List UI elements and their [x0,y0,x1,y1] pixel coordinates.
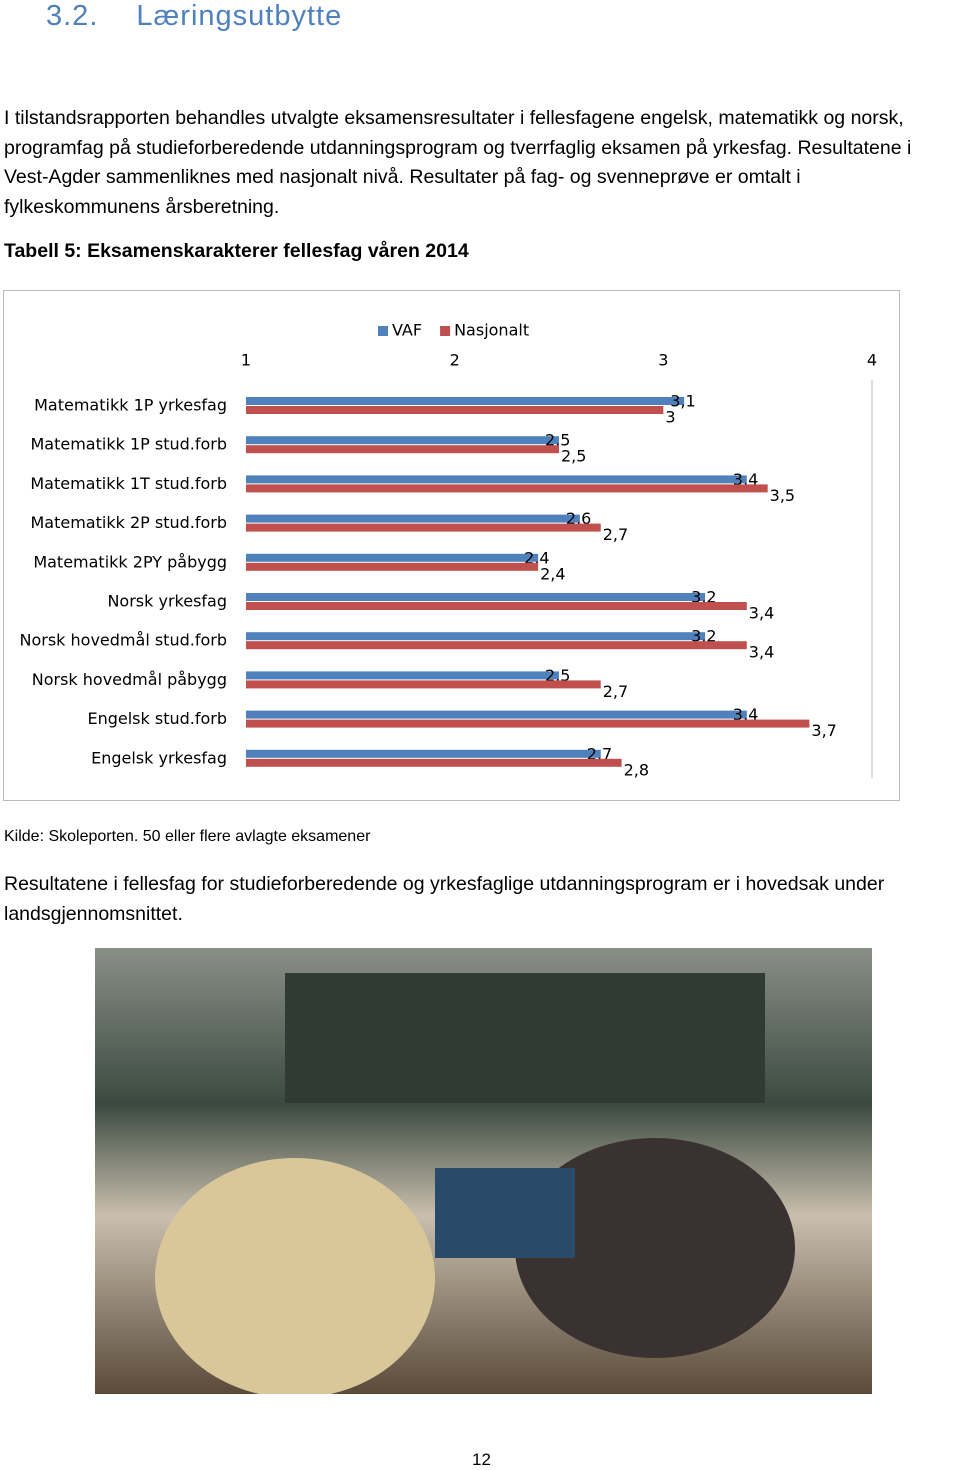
value-label: 2,4 [540,564,565,583]
bar [246,553,539,562]
bar [246,397,685,405]
legend-swatch [378,326,388,336]
legend-label: VAF [392,321,422,340]
value-label: 3,4 [733,705,758,724]
value-label: 3,2 [691,627,716,646]
x-tick-label: 1 [241,351,251,370]
bar [246,719,810,728]
value-label: 2,5 [561,447,586,466]
value-label: 2,4 [524,548,549,567]
bar [246,749,601,758]
section-number: 3.2. [46,0,99,32]
intro-text: I tilstandsrapporten behandles utvalgte … [4,107,912,218]
bar [246,523,601,532]
value-label: 2,7 [603,525,628,544]
bar [246,593,706,601]
x-tick-label: 3 [658,351,668,370]
bar [246,445,559,454]
conclusion: Resultatene i fellesfag for studieforber… [4,873,885,925]
table-caption: Tabell 5: Eksamenskarakterer fellesfag v… [4,240,469,262]
bar [246,406,664,414]
category-label: Engelsk stud.forb [87,709,227,728]
bar [246,484,768,493]
bar [246,514,580,523]
value-label: 3,4 [749,643,774,662]
bar [246,671,559,680]
bar [246,436,559,445]
bar [246,680,601,689]
value-label: 3,5 [770,486,795,505]
value-label: 3,7 [811,721,836,740]
category-label: Matematikk 2PY påbygg [33,552,227,571]
value-label: 3,4 [733,470,758,489]
value-label: 3,1 [670,392,695,411]
source: Kilde: Skoleporten. 50 eller flere avlag… [4,828,371,845]
bar [246,758,622,767]
bar [246,475,747,484]
value-label: 2,5 [545,431,570,450]
section-title: Læringsutbytte [136,0,343,32]
bar [246,602,747,610]
category-label: Matematikk 1P stud.forb [30,435,227,454]
category-label: Norsk hovedmål påbygg [32,670,227,689]
legend-swatch [440,326,451,336]
bar [246,562,539,571]
heading: 3.2. Læringsutbytte [46,0,342,33]
value-label: 3 [665,408,675,427]
page-number: 12 [472,1450,491,1469]
category-label: Matematikk 1P yrkesfag [34,396,227,415]
bar [246,632,706,641]
category-label: Engelsk yrkesfag [91,748,227,767]
x-tick-label: 2 [450,351,460,370]
category-label: Matematikk 1T stud.forb [30,474,227,493]
value-label: 2,5 [545,666,570,685]
x-tick-label: 4 [867,351,877,370]
chart: 1 2 3 4 VAF Nasjonalt Matematikk 1P yrkesfag 3,… [3,290,900,801]
value-label: 3,2 [691,588,716,607]
value-label: 2,7 [587,744,612,763]
bar [246,710,747,719]
category-label: Matematikk 2P stud.forb [30,513,227,532]
value-label: 2,7 [603,682,628,701]
value-label: 3,4 [749,604,774,623]
value-label: 2,6 [566,509,591,528]
category-label: Norsk yrkesfag [107,592,227,611]
photo [95,948,872,1394]
category-label: Norsk hovedmål stud.forb [20,631,228,650]
bar [246,641,747,650]
legend-label: Nasjonalt [454,321,529,340]
value-label: 2,8 [624,760,649,779]
